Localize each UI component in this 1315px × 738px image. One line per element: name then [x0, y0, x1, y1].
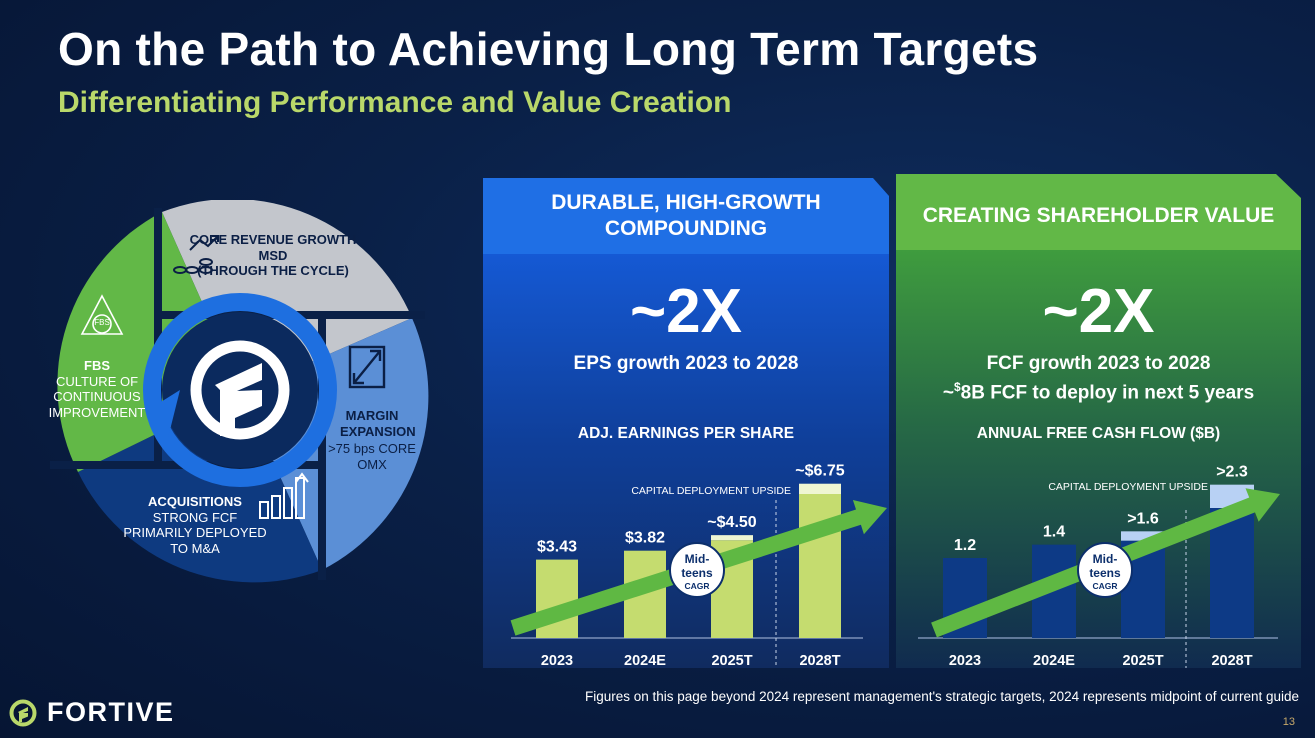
- growth-chart-icon: [173, 235, 219, 274]
- fbs-title: FBS: [84, 358, 110, 373]
- data-label: ~$4.50: [707, 514, 756, 531]
- x-tick-label: 2025T: [711, 653, 752, 669]
- x-tick-label: 2028T: [799, 653, 840, 669]
- x-tick-label: 2024E: [624, 653, 666, 669]
- x-tick-label: 2024E: [1033, 653, 1075, 669]
- rising-bars-icon: [259, 472, 309, 519]
- bar-upside: [1121, 531, 1165, 541]
- cagr-badge-line1: Mid-: [685, 552, 710, 566]
- fbs-line3: IMPROVEMENT: [48, 404, 146, 420]
- fbs-line1: CULTURE OF: [55, 373, 139, 389]
- cagr-badge-line3: CAGR: [684, 581, 709, 591]
- fcf-panel-bg: [896, 174, 1301, 668]
- fortive-logo-icon: [9, 699, 37, 726]
- strategy-wheel-graphic: [50, 198, 429, 583]
- cagr-badge-line1: Mid-: [1093, 552, 1118, 566]
- bar-upside: [711, 535, 753, 541]
- fcf-panel: CREATING SHAREHOLDER VALUE ~2X FCF growt…: [896, 174, 1301, 668]
- x-tick-label: 2023: [541, 653, 573, 669]
- fcf-deploy-prefix: ~: [942, 382, 954, 404]
- cagr-badge-line3: CAGR: [1092, 581, 1117, 591]
- cagr-badge: [1077, 542, 1133, 598]
- eps-growth-multiple: ~2X: [629, 277, 743, 346]
- core-revenue-line1: MSD: [258, 247, 288, 263]
- footnote: Figures on this page beyond 2024 represe…: [584, 689, 1299, 704]
- page-subtitle: Differentiating Performance and Value Cr…: [58, 86, 732, 119]
- data-label: >2.3: [1216, 464, 1248, 481]
- fbs-badge-label: FBS: [94, 318, 110, 327]
- fortive-logo: FORTIVE: [8, 697, 175, 728]
- wheel-center: [162, 312, 318, 468]
- ring-arrow-head: [148, 390, 180, 438]
- cagr-badge: [669, 542, 725, 598]
- data-label: >1.6: [1127, 510, 1159, 527]
- cagr-badge-line2: teens: [1089, 566, 1121, 580]
- core-revenue-label: CORE REVENUE GROWTH MSD (THROUGH THE CYC…: [188, 232, 358, 279]
- strategy-wheel: CORE REVENUE GROWTH MSD (THROUGH THE CYC…: [40, 198, 440, 585]
- fcf-deploy-rest: 8B FCF to deploy in next 5 years: [960, 382, 1255, 404]
- data-label: ~$6.75: [795, 463, 844, 480]
- margin-title-label: MARGIN EXPANSION: [340, 408, 416, 439]
- data-label: $3.43: [537, 539, 577, 556]
- eps-panel-header: DURABLE, HIGH-GROWTH COMPOUNDING: [551, 191, 821, 240]
- x-tick-label: 2023: [949, 653, 981, 669]
- data-label: $3.82: [625, 530, 665, 547]
- x-tick-label: 2028T: [1211, 653, 1252, 669]
- eps-bar-chart: $3.43 2023 $3.82 2024E ~$4.50 2025T ~$6.75 2028…: [510, 463, 887, 669]
- margin-detail-label: >75 bps CORE OMX: [322, 441, 422, 472]
- fcf-panel-header: CREATING SHAREHOLDER VALUE: [922, 204, 1275, 227]
- fcf-deploy-text: ~$8B FCF to deploy in next 5 years: [896, 380, 1301, 404]
- wheel-ring: [143, 293, 337, 487]
- expand-arrows-icon: [348, 345, 386, 389]
- acquisitions-line2: PRIMARILY DEPLOYED: [123, 525, 267, 540]
- data-label: 1.4: [1043, 524, 1065, 541]
- fcf-chart-title: ANNUAL FREE CASH FLOW ($B): [976, 425, 1221, 442]
- acquisitions-title: ACQUISITIONS: [148, 494, 242, 509]
- bar-upside: [799, 483, 841, 494]
- eps-growth-text: EPS growth 2023 to 2028: [573, 353, 799, 374]
- page-title: On the Path to Achieving Long Term Targe…: [58, 23, 1039, 75]
- fortive-center-logo-mark: [215, 363, 262, 436]
- margin-line2: OMX: [357, 456, 387, 472]
- acquisitions-line1: STRONG FCF: [152, 509, 238, 525]
- eps-chart-title: ADJ. EARNINGS PER SHARE: [577, 425, 795, 442]
- fortive-center-logo: [190, 340, 290, 440]
- acquisitions-line3: TO M&A: [170, 540, 220, 556]
- fcf-growth-text: FCF growth 2023 to 2028: [986, 353, 1211, 374]
- core-revenue-line2: (THROUGH THE CYCLE): [197, 263, 349, 278]
- fcf-bar-chart: 1.2 2023 1.4 2024E >1.6 2025T >2.3 2028T CAPITAL…: [918, 464, 1280, 669]
- page-number: 13: [1282, 716, 1295, 728]
- eps-panel: DURABLE, HIGH-GROWTH COMPOUNDING ~2X EPS…: [483, 178, 889, 668]
- core-revenue-title: CORE REVENUE GROWTH: [189, 232, 357, 247]
- upside-annotation: CAPITAL DEPLOYMENT UPSIDE: [1048, 481, 1208, 493]
- x-tick-label: 2025T: [1122, 653, 1163, 669]
- fortive-logo-text: FORTIVE: [47, 697, 175, 727]
- upside-annotation: CAPITAL DEPLOYMENT UPSIDE: [631, 485, 791, 497]
- margin-line1: >75 bps CORE: [328, 441, 416, 456]
- fcf-growth-multiple: ~2X: [1042, 277, 1155, 346]
- margin-title: MARGIN EXPANSION: [340, 408, 416, 439]
- acquisitions-label: ACQUISITIONS STRONG FCF PRIMARILY DEPLOY…: [115, 494, 275, 556]
- fbs-line2: CONTINUOUS: [53, 389, 141, 404]
- fcf-deploy-sup: $: [953, 380, 961, 394]
- bar: [1210, 508, 1254, 638]
- fbs-triangle-icon: [80, 294, 124, 335]
- fbs-label: FBS CULTURE OF CONTINUOUS IMPROVEMENT: [46, 358, 148, 420]
- data-label: 1.2: [954, 537, 976, 554]
- bar: [799, 494, 841, 638]
- cagr-badge-line2: teens: [681, 566, 713, 580]
